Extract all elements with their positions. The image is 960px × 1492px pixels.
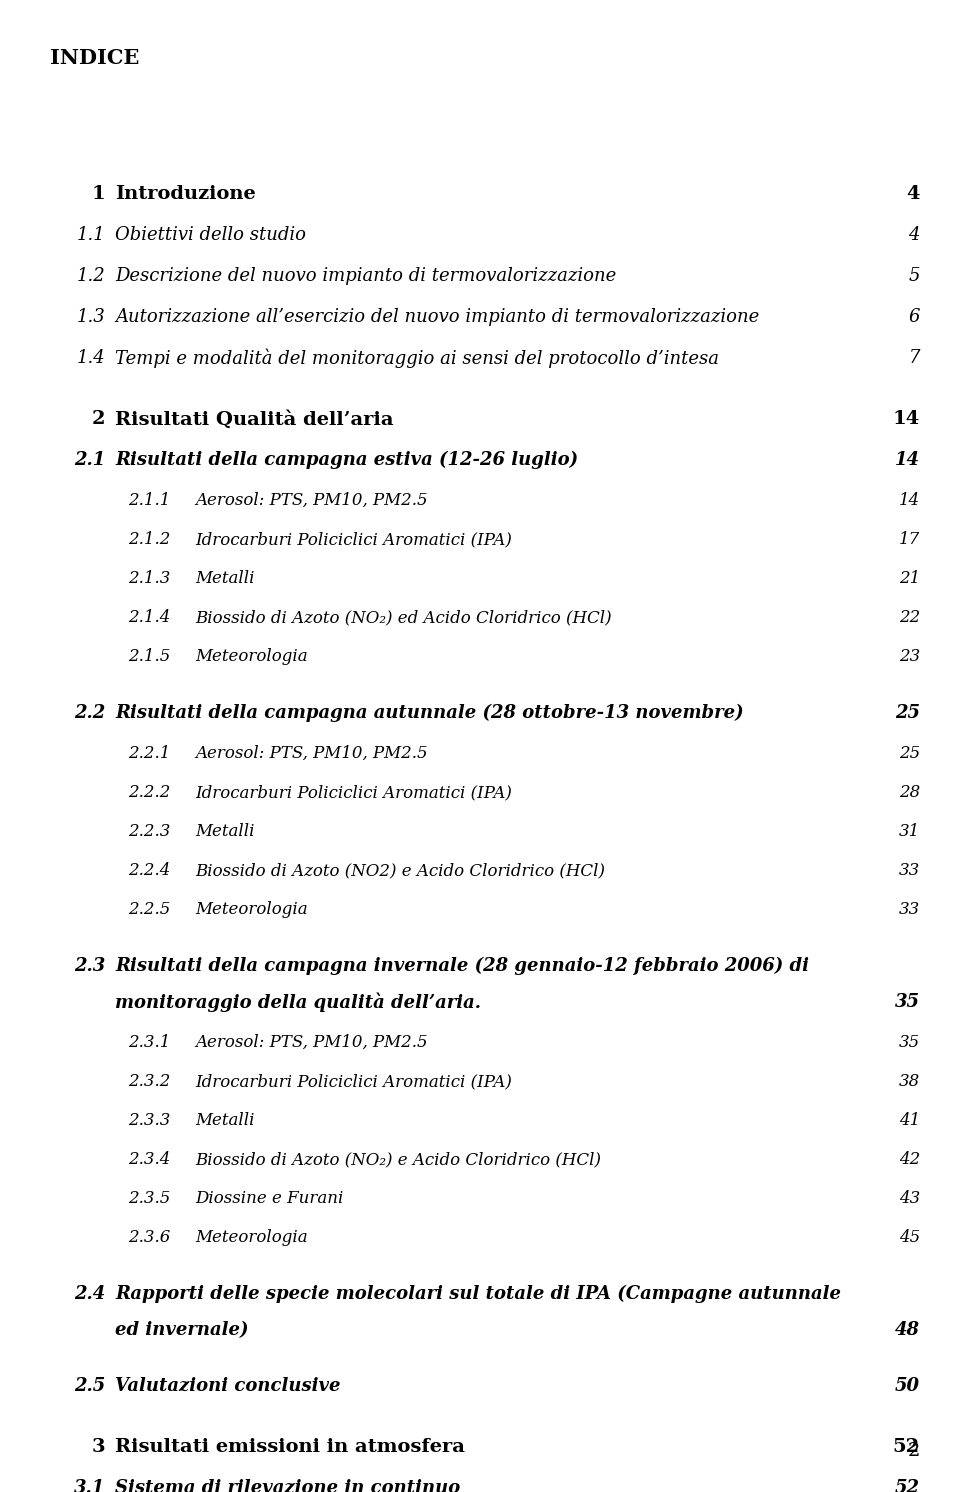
Text: 2.3.3: 2.3.3 (128, 1112, 170, 1129)
Text: 50: 50 (895, 1377, 920, 1395)
Text: Idrocarburi Policiclici Aromatici (IPA): Idrocarburi Policiclici Aromatici (IPA) (195, 1073, 512, 1091)
Text: 2.5: 2.5 (74, 1377, 105, 1395)
Text: 48: 48 (895, 1320, 920, 1338)
Text: Aerosol: PTS, PM10, PM2.5: Aerosol: PTS, PM10, PM2.5 (195, 1034, 427, 1050)
Text: 35: 35 (895, 994, 920, 1012)
Text: 2.2: 2.2 (74, 704, 105, 722)
Text: 2.2.3: 2.2.3 (128, 824, 170, 840)
Text: Introduzione: Introduzione (115, 185, 255, 203)
Text: 45: 45 (899, 1229, 920, 1246)
Text: Obiettivi dello studio: Obiettivi dello studio (115, 225, 306, 245)
Text: Metalli: Metalli (195, 570, 254, 586)
Text: 2.3.4: 2.3.4 (128, 1150, 170, 1168)
Text: 2.3.5: 2.3.5 (128, 1191, 170, 1207)
Text: 14: 14 (893, 410, 920, 428)
Text: Descrizione del nuovo impianto di termovalorizzazione: Descrizione del nuovo impianto di termov… (115, 267, 616, 285)
Text: Valutazioni conclusive: Valutazioni conclusive (115, 1377, 341, 1395)
Text: 17: 17 (899, 531, 920, 548)
Text: 14: 14 (895, 451, 920, 468)
Text: 21: 21 (899, 570, 920, 586)
Text: monitoraggio della qualità dell’aria.: monitoraggio della qualità dell’aria. (115, 994, 481, 1013)
Text: 4: 4 (908, 225, 920, 245)
Text: 2.1.2: 2.1.2 (128, 531, 170, 548)
Text: 25: 25 (899, 745, 920, 762)
Text: Risultati della campagna autunnale (28 ottobre-13 novembre): Risultati della campagna autunnale (28 o… (115, 704, 744, 722)
Text: Tempi e modalità del monitoraggio ai sensi del protocollo d’intesa: Tempi e modalità del monitoraggio ai sen… (115, 349, 719, 369)
Text: Rapporti delle specie molecolari sul totale di IPA (Campagne autunnale: Rapporti delle specie molecolari sul tot… (115, 1285, 841, 1303)
Text: 2.2.4: 2.2.4 (128, 862, 170, 879)
Text: 2.1.4: 2.1.4 (128, 609, 170, 627)
Text: Meteorologia: Meteorologia (195, 648, 307, 665)
Text: Idrocarburi Policiclici Aromatici (IPA): Idrocarburi Policiclici Aromatici (IPA) (195, 783, 512, 801)
Text: 5: 5 (908, 267, 920, 285)
Text: Biossido di Azoto (NO₂) e Acido Cloridrico (HCl): Biossido di Azoto (NO₂) e Acido Cloridri… (195, 1150, 601, 1168)
Text: 43: 43 (899, 1191, 920, 1207)
Text: Aerosol: PTS, PM10, PM2.5: Aerosol: PTS, PM10, PM2.5 (195, 492, 427, 509)
Text: 23: 23 (899, 648, 920, 665)
Text: Risultati della campagna invernale (28 gennaio-12 febbraio 2006) di: Risultati della campagna invernale (28 g… (115, 956, 809, 976)
Text: 2.1.5: 2.1.5 (128, 648, 170, 665)
Text: 2.3.6: 2.3.6 (128, 1229, 170, 1246)
Text: 3: 3 (91, 1438, 105, 1456)
Text: ed invernale): ed invernale) (115, 1320, 249, 1338)
Text: Meteorologia: Meteorologia (195, 1229, 307, 1246)
Text: Biossido di Azoto (NO₂) ed Acido Cloridrico (HCl): Biossido di Azoto (NO₂) ed Acido Cloridr… (195, 609, 612, 627)
Text: INDICE: INDICE (50, 48, 139, 69)
Text: 33: 33 (899, 862, 920, 879)
Text: 1.2: 1.2 (76, 267, 105, 285)
Text: 2.3: 2.3 (74, 956, 105, 974)
Text: 28: 28 (899, 783, 920, 801)
Text: Autorizzazione all’esercizio del nuovo impianto di termovalorizzazione: Autorizzazione all’esercizio del nuovo i… (115, 307, 759, 325)
Text: Risultati Qualità dell’aria: Risultati Qualità dell’aria (115, 410, 394, 428)
Text: Idrocarburi Policiclici Aromatici (IPA): Idrocarburi Policiclici Aromatici (IPA) (195, 531, 512, 548)
Text: 38: 38 (899, 1073, 920, 1091)
Text: 1.1: 1.1 (76, 225, 105, 245)
Text: 42: 42 (899, 1150, 920, 1168)
Text: Biossido di Azoto (NO2) e Acido Cloridrico (HCl): Biossido di Azoto (NO2) e Acido Cloridri… (195, 862, 605, 879)
Text: 25: 25 (895, 704, 920, 722)
Text: 2.1.1: 2.1.1 (128, 492, 170, 509)
Text: Sistema di rilevazione in continuo: Sistema di rilevazione in continuo (115, 1479, 460, 1492)
Text: 35: 35 (899, 1034, 920, 1050)
Text: Risultati della campagna estiva (12-26 luglio): Risultati della campagna estiva (12-26 l… (115, 451, 578, 470)
Text: 22: 22 (899, 609, 920, 627)
Text: 2: 2 (907, 1441, 920, 1461)
Text: 2.2.2: 2.2.2 (128, 783, 170, 801)
Text: 2: 2 (91, 410, 105, 428)
Text: 2.1: 2.1 (74, 451, 105, 468)
Text: 2.4: 2.4 (74, 1285, 105, 1303)
Text: 4: 4 (906, 185, 920, 203)
Text: Diossine e Furani: Diossine e Furani (195, 1191, 344, 1207)
Text: 41: 41 (899, 1112, 920, 1129)
Text: Risultati emissioni in atmosfera: Risultati emissioni in atmosfera (115, 1438, 465, 1456)
Text: 2.2.5: 2.2.5 (128, 901, 170, 918)
Text: 1.3: 1.3 (76, 307, 105, 325)
Text: 52: 52 (893, 1438, 920, 1456)
Text: 2.3.2: 2.3.2 (128, 1073, 170, 1091)
Text: 14: 14 (899, 492, 920, 509)
Text: 1.4: 1.4 (76, 349, 105, 367)
Text: 2.3.1: 2.3.1 (128, 1034, 170, 1050)
Text: 2.1.3: 2.1.3 (128, 570, 170, 586)
Text: 31: 31 (899, 824, 920, 840)
Text: 1: 1 (91, 185, 105, 203)
Text: Metalli: Metalli (195, 1112, 254, 1129)
Text: 7: 7 (908, 349, 920, 367)
Text: 52: 52 (895, 1479, 920, 1492)
Text: 3.1: 3.1 (74, 1479, 105, 1492)
Text: Aerosol: PTS, PM10, PM2.5: Aerosol: PTS, PM10, PM2.5 (195, 745, 427, 762)
Text: Metalli: Metalli (195, 824, 254, 840)
Text: 6: 6 (908, 307, 920, 325)
Text: Meteorologia: Meteorologia (195, 901, 307, 918)
Text: 2.2.1: 2.2.1 (128, 745, 170, 762)
Text: 33: 33 (899, 901, 920, 918)
